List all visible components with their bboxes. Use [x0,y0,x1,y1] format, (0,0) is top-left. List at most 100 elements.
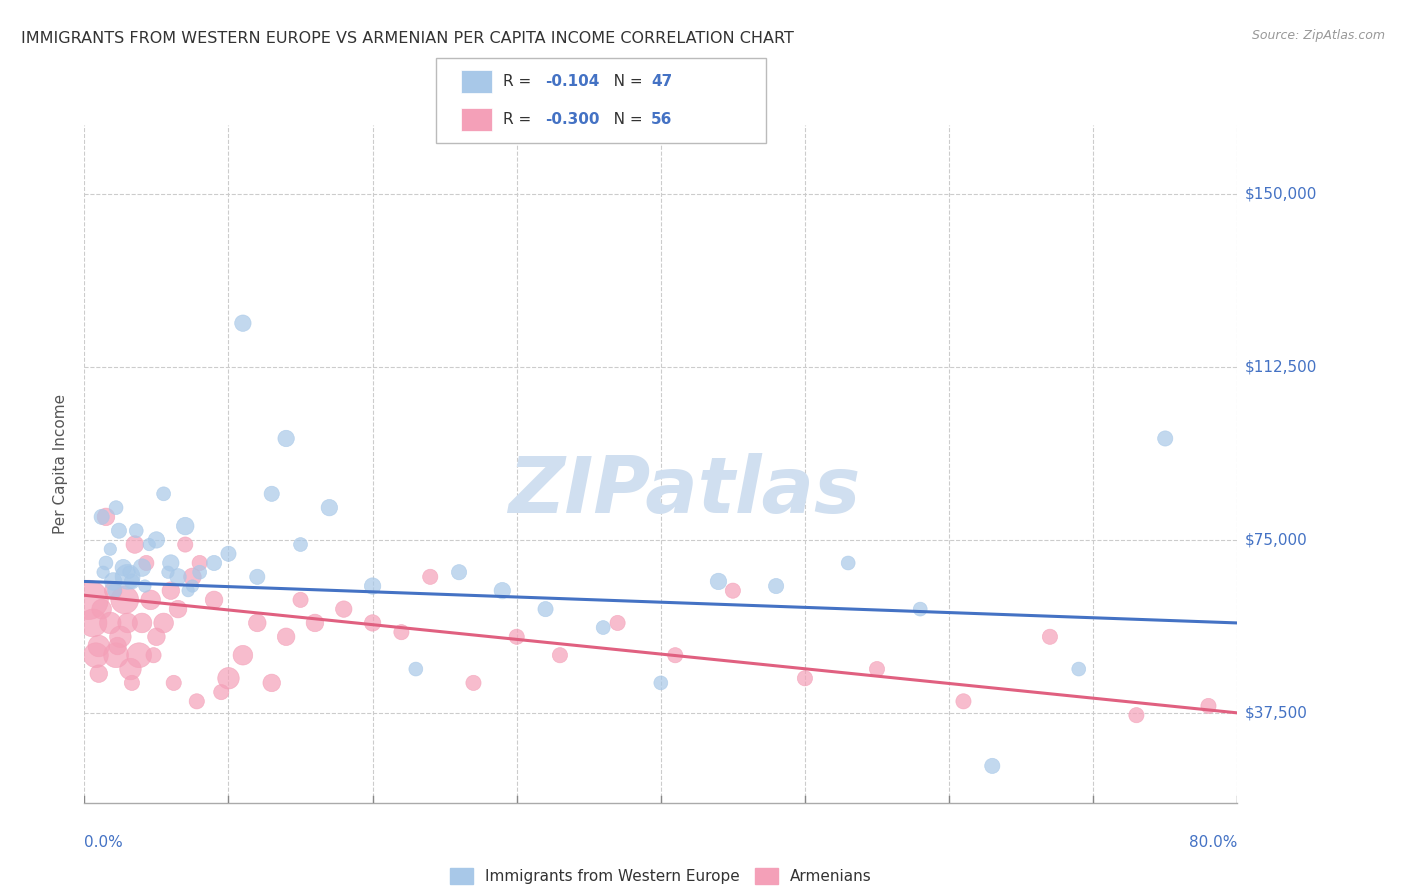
Point [981,759,1004,773]
Point [91,565,114,579]
Point [103,574,124,589]
Text: IMMIGRANTS FROM WESTERN EUROPE VS ARMENIAN PER CAPITA INCOME CORRELATION CHART: IMMIGRANTS FROM WESTERN EUROPE VS ARMENI… [21,31,794,46]
Point [1125,708,1147,723]
Point [139,593,162,607]
Point [260,676,283,690]
Point [202,556,225,570]
Point [202,593,225,607]
Point [98,542,121,557]
Point [304,615,326,630]
Point [110,630,132,644]
Point [188,556,211,570]
Point [361,579,384,593]
Point [606,615,628,630]
Point [405,662,427,676]
Point [77,593,100,607]
Point [131,560,153,574]
Point [837,556,859,570]
Point [866,662,889,676]
Point [145,630,167,644]
Point [361,615,384,630]
Point [103,583,124,598]
Point [131,615,153,630]
Point [90,602,112,616]
Point [419,570,441,584]
Point [650,676,672,690]
Point [592,621,614,635]
Point [135,556,157,570]
Point [152,615,174,630]
Point [108,524,131,538]
Point [491,583,513,598]
Point [128,648,150,663]
Point [1067,662,1090,676]
Point [765,579,787,593]
Point [793,671,815,685]
Point [167,602,190,616]
Point [274,630,298,644]
Text: N =: N = [599,74,647,89]
Point [188,565,211,579]
Point [134,579,156,593]
Text: Source: ZipAtlas.com: Source: ZipAtlas.com [1251,29,1385,42]
Point [290,593,312,607]
Text: ZIPatlas: ZIPatlas [508,453,860,529]
Point [121,676,143,690]
Point [664,648,686,663]
Point [548,648,571,663]
Point [290,537,312,551]
Text: R =: R = [503,112,537,127]
Point [142,648,165,663]
Point [217,671,239,685]
Point [124,537,146,551]
Point [274,432,298,446]
Point [1039,630,1062,644]
Text: 47: 47 [651,74,672,89]
Text: 0.0%: 0.0% [84,836,124,850]
Text: $75,000: $75,000 [1244,533,1308,548]
Point [105,648,128,663]
Point [209,685,232,699]
Text: -0.300: -0.300 [546,112,600,127]
Point [156,565,179,579]
Point [260,487,283,501]
Point [447,565,470,579]
Text: -0.104: -0.104 [546,74,600,89]
Point [105,500,128,515]
Point [174,537,197,551]
Point [117,570,139,584]
Point [87,639,110,653]
Point [908,602,931,616]
Point [1154,432,1177,446]
Y-axis label: Per Capita Income: Per Capita Income [53,393,69,534]
Text: $150,000: $150,000 [1244,186,1316,202]
Point [118,565,141,579]
Point [145,533,167,547]
Point [232,648,254,663]
Point [181,579,204,593]
Point [721,583,744,598]
Point [167,570,190,584]
Point [186,694,208,708]
Point [112,560,135,574]
Point [160,583,183,598]
Point [104,583,127,598]
Point [120,662,142,676]
Point [217,547,239,561]
Point [121,574,143,589]
Text: $37,500: $37,500 [1244,706,1308,721]
Point [174,519,197,533]
Point [138,537,160,551]
Point [107,639,129,653]
Text: R =: R = [503,74,537,89]
Point [181,570,204,584]
Point [160,556,183,570]
Point [125,524,148,538]
Point [177,583,200,598]
Point [82,615,104,630]
Point [389,625,413,640]
Point [94,509,117,524]
Point [707,574,730,589]
Text: $112,500: $112,500 [1244,359,1316,375]
Point [1197,698,1219,713]
